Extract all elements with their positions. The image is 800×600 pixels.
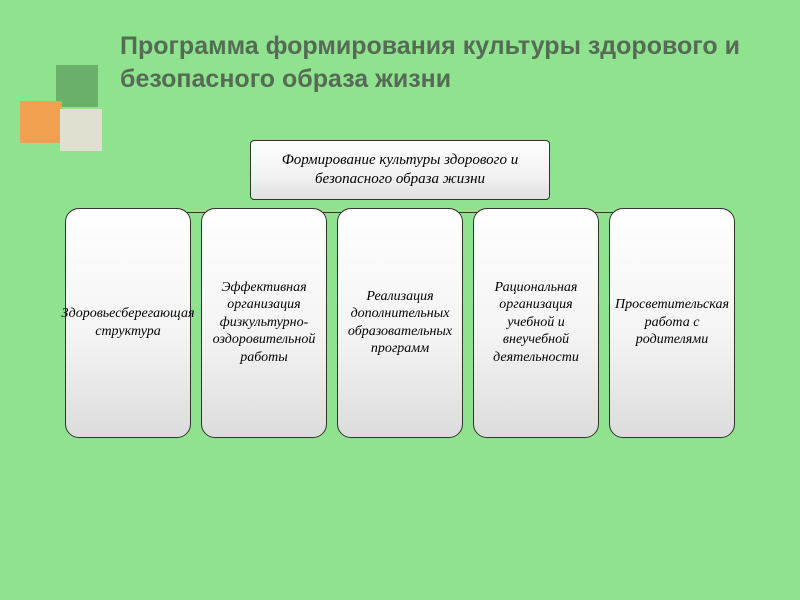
decor-square-2 [20, 101, 62, 143]
decor-square-1 [56, 65, 98, 107]
org-tree-diagram: Формирование культуры здорового и безопа… [55, 140, 745, 438]
tree-child-node: Просветительская работа с родителями [609, 208, 735, 438]
tree-child-node: Рациональная организация учебной и внеуч… [473, 208, 599, 438]
tree-child-node: Эффективная организация физкультурно-озд… [201, 208, 327, 438]
tree-root-node: Формирование культуры здорового и безопа… [250, 140, 550, 200]
tree-child-node: Реализация дополнительных образовательны… [337, 208, 463, 438]
tree-child-node: Здоровьесберегающая структура [65, 208, 191, 438]
page-title: Программа формирования культуры здоровог… [120, 30, 750, 95]
tree-children-row: Здоровьесберегающая структура Эффективна… [55, 208, 745, 438]
